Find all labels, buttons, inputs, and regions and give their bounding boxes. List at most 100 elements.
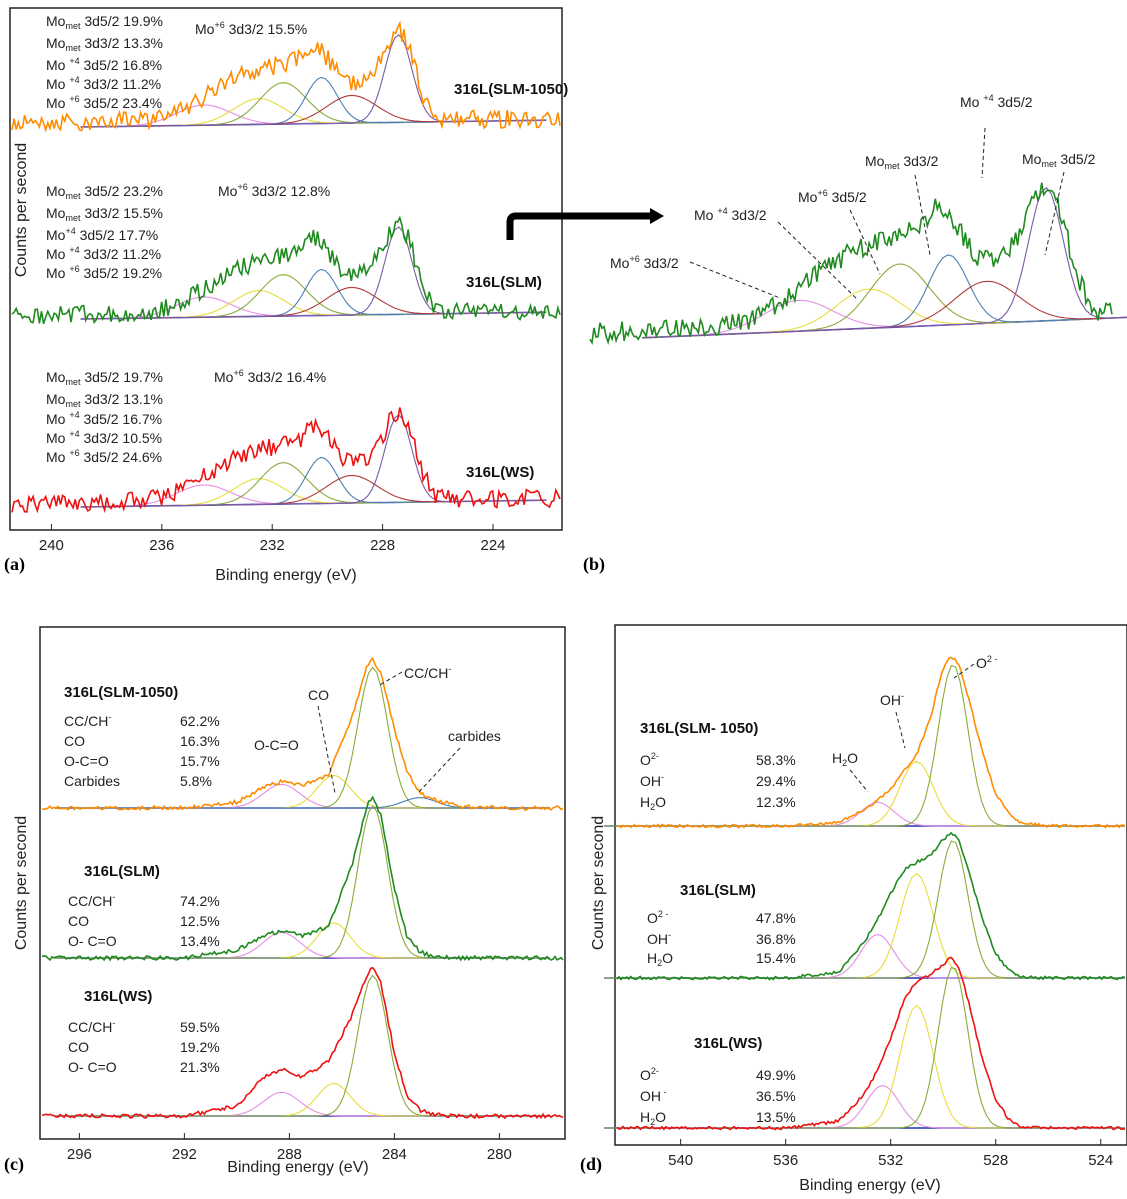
d-sample-slm: 316L(SLM) [680,882,756,899]
a2-line-6: Mo+6 3d3/2 12.8% [218,182,330,199]
a1-line-5: Mo +6 3d5/2 23.4% [46,94,162,111]
a1-line-4: Mo +4 3d3/2 11.2% [46,75,161,92]
a-x-tick-label: 228 [370,537,395,554]
a3-line-3: Mo +4 3d5/2 16.7% [46,410,162,427]
c-leader-cc [377,671,403,687]
c-table-slm1050: CC/CH- 62.2% CO 16.3% O-C=O 15.7% Carbid… [64,712,220,789]
a-spectrum-slm-1050 [11,20,561,133]
c3-r3-val: 21.3% [180,1059,220,1075]
d-table-ws: O2- 49.9% OH - 36.5% H2O 13.5% [640,1066,796,1127]
a-x-tick-label: 232 [260,537,285,554]
c1-r4: Carbides [64,773,120,789]
d2-r2-val: 36.8% [756,931,796,947]
c2-r3-val: 13.4% [180,933,220,949]
panel-c: 296 292 288 284 280 Binding energy (eV) Coun… [4,626,566,1176]
d-label-oh: OH- [880,691,904,708]
a1-line-2: Momet 3d3/2 13.3% [46,35,163,53]
panel-d-x-ticks: 540 536 532 528 524 [668,1139,1113,1169]
d-fit-component [604,664,1125,827]
a-spectrum-slm [11,215,561,324]
c-leader-co [317,705,336,794]
c-leader-carbides [417,747,461,794]
c1-r3: O-C=O [64,753,109,769]
c-label-carbides: carbides [448,728,501,744]
d2-r3: H2O [647,950,673,968]
d-leader-h2o [849,769,869,793]
c-x-tick-label: 296 [67,1146,92,1163]
d-fit-component [604,760,1125,827]
c2-r3: O- C=O [68,933,117,949]
c-x-tick-label: 292 [172,1146,197,1163]
c2-r1: CC/CH- [68,892,115,909]
d-spectrum-ws [616,956,1125,1131]
panel-a-x-ticks: 240 236 232 228 224 [39,524,506,554]
c-spectrum-slm-1050 [41,656,564,811]
c1-r1: CC/CH- [64,712,111,729]
d-x-tick-label: 536 [773,1152,798,1169]
c-spectrum-slm [41,795,564,962]
a2-line-2: Momet 3d3/2 15.5% [46,205,163,223]
zoom-arrow-head [650,208,664,224]
b-label-4: Momet 3d3/2 [865,153,939,171]
d1-r1-val: 58.3% [756,752,796,768]
panel-c-x-ticks: 296 292 288 284 280 [67,1133,512,1163]
d3-r1-val: 49.9% [756,1067,796,1083]
d-fit-component [604,840,1125,979]
panel-a-x-axis-label: Binding energy (eV) [215,567,356,584]
c-x-tick-label: 288 [277,1146,302,1163]
panel-a-y-axis-label: Counts per second [13,143,30,277]
a-x-tick-label: 240 [39,537,64,554]
b-label-5: Mo +4 3d5/2 [960,93,1033,110]
d2-r1-val: 47.8% [756,910,796,926]
d-label-o2: O2 - [976,654,997,671]
a2-line-3: Mo+4 3d5/2 17.7% [46,226,158,243]
c-label-occo: O-C=O [254,737,299,753]
panel-a-frame [9,7,563,531]
c-peak-labels: CC/CH- CO O-C=O carbides [254,664,501,794]
panel-d-y-axis-label: Counts per second [590,816,607,950]
panel-a-curves [11,20,561,514]
panel-d-label: (d) [580,1154,602,1175]
b-leader-5 [981,127,986,179]
b-fit-component [642,280,1127,339]
b-leader-6 [1044,171,1065,256]
b-label-6: Momet 3d5/2 [1022,151,1096,169]
a2-line-5: Mo +6 3d5/2 19.2% [46,264,162,281]
a-annotations-ws: Momet 3d5/2 19.7% Momet 3d3/2 13.1% Mo +… [46,368,326,465]
panel-a-label: (a) [4,554,25,575]
c-fit-component [55,974,550,1117]
panel-c-curves [41,656,564,1120]
d-sample-slm1050: 316L(SLM- 1050) [640,720,758,737]
c-fit-component [55,1091,550,1117]
a3-line-4: Mo +4 3d3/2 10.5% [46,429,162,446]
d1-r3: H2O [640,794,666,812]
d3-r3-val: 13.5% [756,1109,796,1125]
panel-c-x-axis-label: Binding energy (eV) [227,1159,368,1176]
b-leader-4 [914,174,931,256]
a-annotations-slm: Momet 3d5/2 23.2% Momet 3d3/2 15.5% Mo+4… [46,182,330,281]
b-label-2: Mo +4 3d3/2 [694,206,767,223]
d2-r1: O2 - [647,909,668,926]
d-table-slm1050: O2- 58.3% OH- 29.4% H2O 12.3% [640,751,796,812]
panel-b: (b) Mo+6 3d3/2 Mo +4 3d3/2 Mo+6 3d5/2 Mo… [583,93,1127,575]
b-leader-1 [689,261,781,299]
d3-r2-val: 36.5% [756,1088,796,1104]
panel-d-curves [603,656,1126,1131]
d3-r1: O2- [640,1066,659,1083]
panel-d-x-axis-label: Binding energy (eV) [799,1177,940,1194]
c1-r1-val: 62.2% [180,713,220,729]
d2-r2: OH- [647,930,671,947]
c-sample-slm1050: 316L(SLM-1050) [64,684,178,701]
zoom-arrow [506,212,652,240]
a3-line-5: Mo +6 3d5/2 24.6% [46,448,162,465]
panel-d: 540 536 532 528 524 Binding energy (eV) Coun… [580,624,1127,1194]
a-fit-component [80,414,547,508]
a-x-tick-label: 236 [149,537,174,554]
panel-c-frame [39,626,566,1140]
d1-r2: OH- [640,772,664,789]
panel-b-label: (b) [583,554,605,575]
b-leader-2 [777,221,859,301]
a2-line-1: Momet 3d5/2 23.2% [46,183,163,201]
c-fit-component [55,922,550,959]
